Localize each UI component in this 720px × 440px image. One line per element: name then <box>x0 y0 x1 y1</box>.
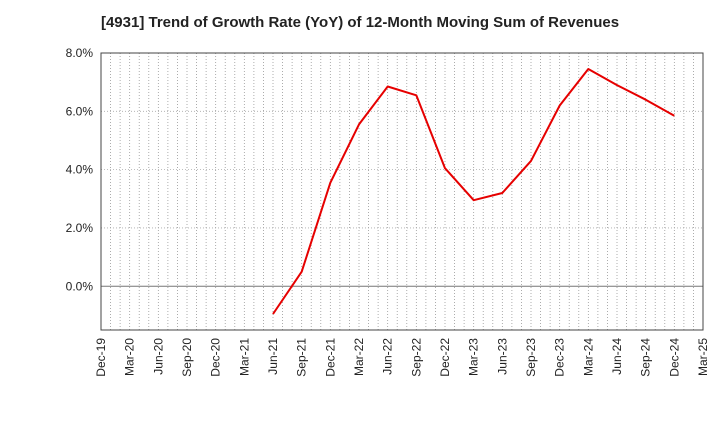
x-tick-label: Dec-23 <box>553 338 567 377</box>
x-tick-label: Sep-22 <box>409 338 423 377</box>
x-tick-label: Sep-21 <box>295 338 309 377</box>
x-tick-label: Jun-21 <box>266 338 280 375</box>
chart-title: [4931] Trend of Growth Rate (YoY) of 12-… <box>100 14 620 31</box>
x-tick-label: Dec-22 <box>438 338 452 377</box>
plot-border <box>100 52 704 331</box>
y-tick-label: 2.0% <box>66 221 94 235</box>
series-line <box>272 68 675 315</box>
plot-area <box>101 53 703 330</box>
y-tick-label: 8.0% <box>66 46 94 60</box>
y-tick-label: 0.0% <box>66 279 94 293</box>
x-tick-label: Dec-20 <box>209 338 223 377</box>
x-tick-label: Mar-23 <box>467 338 481 376</box>
x-tick-label: Mar-25 <box>696 338 710 376</box>
x-tick-label: Mar-21 <box>237 338 251 376</box>
x-tick-label: Mar-22 <box>352 338 366 376</box>
x-tick-label: Dec-24 <box>667 338 681 377</box>
x-tick-label: Mar-24 <box>581 338 595 376</box>
x-tick-label: Jun-22 <box>381 338 395 375</box>
x-tick-label: Jun-24 <box>610 338 624 375</box>
x-tick-label: Dec-21 <box>323 338 337 377</box>
x-tick-label: Jun-23 <box>495 338 509 375</box>
x-tick-label: Dec-19 <box>94 338 108 377</box>
x-tick-label: Mar-20 <box>123 338 137 376</box>
y-tick-label: 4.0% <box>66 163 94 177</box>
x-tick-label: Jun-20 <box>151 338 165 375</box>
x-tick-label: Sep-23 <box>524 338 538 377</box>
y-tick-label: 6.0% <box>66 104 94 118</box>
x-tick-label: Sep-24 <box>639 338 653 377</box>
x-tick-label: Sep-20 <box>180 338 194 377</box>
